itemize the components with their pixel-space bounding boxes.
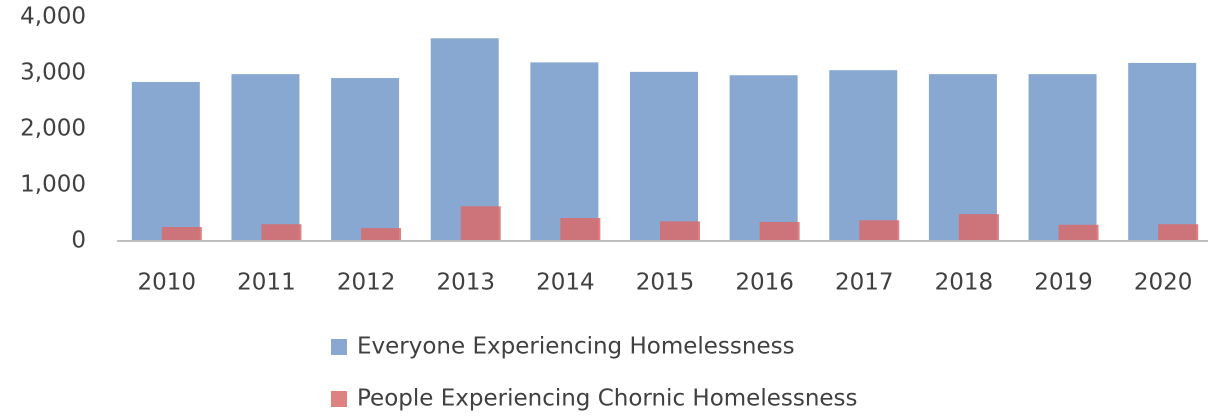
bar (829, 70, 898, 241)
bar (261, 224, 302, 241)
x-tick-label: 2011 (237, 270, 296, 296)
y-tick-label: 1,000 (20, 172, 86, 198)
bar (958, 214, 999, 241)
x-tick-label: 2014 (536, 270, 595, 296)
bar (1028, 74, 1097, 242)
bar (131, 81, 200, 242)
bar (630, 71, 698, 241)
x-tick-label: 2020 (1134, 270, 1193, 296)
legend-swatch (331, 339, 347, 355)
bar (161, 227, 202, 241)
y-tick-label: 3,000 (20, 60, 86, 86)
x-tick-label: 2013 (436, 270, 495, 296)
bar (759, 221, 800, 241)
bar (1158, 224, 1199, 241)
bar (530, 62, 599, 241)
x-tick-label: 2016 (735, 270, 794, 296)
x-tick-label: 2015 (636, 270, 695, 296)
x-tick-label: 2019 (1034, 270, 1093, 296)
y-tick-label: 2,000 (20, 116, 86, 142)
y-tick-label: 0 (71, 228, 86, 254)
bar (928, 74, 997, 242)
bar (460, 206, 501, 241)
x-tick-label: 2012 (337, 270, 396, 296)
bar (1128, 62, 1197, 241)
legend-label: People Experiencing Chornic Homelessness (357, 386, 858, 412)
bar (560, 218, 601, 241)
bar (231, 74, 300, 242)
x-tick-label: 2018 (935, 270, 994, 296)
bar (729, 75, 798, 242)
bar (331, 78, 400, 241)
bar (361, 228, 402, 241)
x-tick-label: 2010 (138, 270, 197, 296)
y-tick-label: 4,000 (20, 4, 86, 30)
bar (859, 220, 900, 241)
legend-swatch (331, 391, 347, 407)
x-tick-label: 2017 (835, 270, 894, 296)
bar (660, 221, 700, 241)
legend-label: Everyone Experiencing Homelessness (357, 334, 795, 360)
bar (1058, 224, 1099, 241)
